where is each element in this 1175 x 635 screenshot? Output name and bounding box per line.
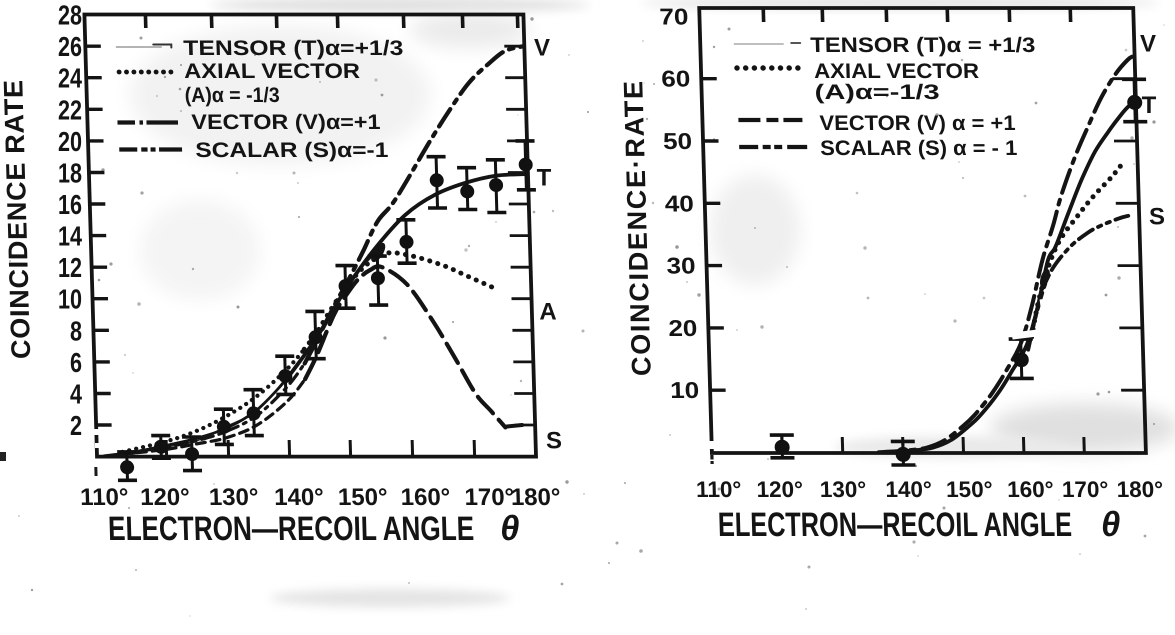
svg-text:170°: 170° <box>1062 477 1109 502</box>
svg-text:22: 22 <box>58 94 82 125</box>
svg-text:TENSOR (T)α=+1/3: TENSOR (T)α=+1/3 <box>183 37 404 60</box>
svg-text:(A)α = -1/3: (A)α = -1/3 <box>184 84 280 107</box>
svg-text:160°: 160° <box>1007 477 1054 502</box>
svg-text:ELECTRON—RECOIL ANGLE: ELECTRON—RECOIL ANGLE <box>717 506 1072 544</box>
svg-text:140°: 140° <box>274 484 324 511</box>
svg-text:180°: 180° <box>1116 477 1163 502</box>
svg-text:120°: 120° <box>140 484 190 511</box>
svg-text:(A)α=-1/3: (A)α=-1/3 <box>814 81 940 104</box>
svg-text:40: 40 <box>664 190 694 216</box>
svg-text:VECTOR (V) α = +1: VECTOR (V) α = +1 <box>819 112 1016 135</box>
svg-text:SCALAR (S) α = - 1: SCALAR (S) α = - 1 <box>820 137 1018 160</box>
svg-text:θ: θ <box>500 509 521 548</box>
svg-text:180°: 180° <box>510 484 560 511</box>
svg-text:VECTOR (V)α=+1: VECTOR (V)α=+1 <box>191 111 381 134</box>
svg-text:26: 26 <box>58 31 82 62</box>
svg-text:ELECTRON—RECOIL ANGLE: ELECTRON—RECOIL ANGLE <box>108 510 475 548</box>
svg-text:20: 20 <box>668 315 698 341</box>
svg-text:110°: 110° <box>80 484 129 511</box>
svg-text:120°: 120° <box>756 477 803 502</box>
svg-text:130°: 130° <box>208 484 258 511</box>
svg-text:V: V <box>534 35 550 62</box>
svg-text:6: 6 <box>70 347 82 378</box>
svg-text:60: 60 <box>661 66 691 92</box>
svg-text:8: 8 <box>70 315 82 346</box>
svg-text:28: 28 <box>58 0 82 31</box>
svg-text:50: 50 <box>663 128 693 154</box>
svg-text:10: 10 <box>670 377 700 403</box>
svg-text:150°: 150° <box>338 484 388 511</box>
svg-text:14: 14 <box>58 221 82 252</box>
svg-text:110°: 110° <box>696 477 742 502</box>
svg-text:140°: 140° <box>885 477 932 502</box>
svg-text:S: S <box>546 428 562 455</box>
svg-text:160°: 160° <box>400 484 450 511</box>
svg-text:10: 10 <box>58 284 82 315</box>
svg-text:θ: θ <box>1100 505 1121 544</box>
svg-text:18: 18 <box>58 158 82 189</box>
svg-text:70: 70 <box>659 3 689 29</box>
svg-text:30: 30 <box>666 253 696 279</box>
svg-text:A: A <box>539 299 556 326</box>
svg-text:16: 16 <box>58 189 82 220</box>
svg-text:150°: 150° <box>946 477 993 502</box>
svg-text:20: 20 <box>58 126 82 157</box>
svg-text:SCALAR (S)α=-1: SCALAR (S)α=-1 <box>195 139 389 162</box>
svg-text:AXIAL VECTOR: AXIAL VECTOR <box>184 60 361 83</box>
svg-text:T: T <box>537 165 552 192</box>
svg-text:V: V <box>1140 31 1156 58</box>
svg-text:4: 4 <box>70 379 82 410</box>
svg-text:TENSOR (T)α = +1/3: TENSOR (T)α = +1/3 <box>810 34 1036 57</box>
svg-text:S: S <box>1149 204 1165 231</box>
svg-text:12: 12 <box>58 252 82 283</box>
svg-text:130°: 130° <box>819 477 866 502</box>
svg-text:AXIAL VECTOR: AXIAL VECTOR <box>814 60 980 83</box>
svg-text:170°: 170° <box>464 484 514 511</box>
svg-text:T: T <box>1142 92 1157 119</box>
svg-text:2: 2 <box>70 410 82 441</box>
svg-text:24: 24 <box>58 63 82 94</box>
